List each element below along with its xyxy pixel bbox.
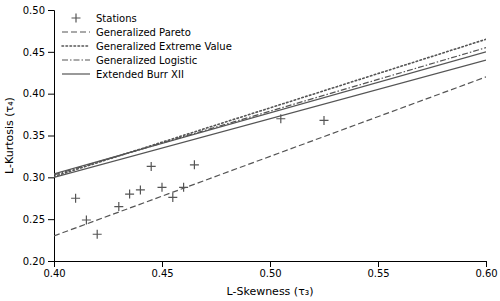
legend: Stations Generalized Pareto Generalized Ex… [62, 13, 232, 80]
y-axis-title: L-Kurtosis (τ₄) [3, 97, 16, 174]
legend-item: Stations [72, 13, 137, 24]
station-point [168, 193, 177, 202]
station-point [82, 216, 91, 225]
y-tick: 0.45 [23, 47, 54, 58]
x-tick: 0.60 [475, 261, 497, 279]
legend-item: Generalized Extreme Value [62, 41, 232, 52]
marks [54, 39, 486, 238]
legend-symbol [62, 59, 90, 60]
station-point [136, 185, 145, 194]
x-tick-mark [162, 261, 163, 267]
x-tick-label: 0.50 [259, 268, 281, 279]
y-tick: 0.40 [23, 88, 54, 99]
legend-label: Generalized Logistic [96, 55, 197, 66]
station-point [158, 183, 167, 192]
y-tick: 0.20 [23, 256, 54, 267]
y-tick-label: 0.20 [23, 256, 45, 267]
y-tick-mark [48, 177, 54, 178]
legend-label: Generalized Pareto [96, 27, 191, 38]
x-tick-label: 0.40 [43, 268, 65, 279]
legend-item: Extended Burr XII [62, 69, 184, 80]
y-tick-label: 0.30 [23, 172, 45, 183]
legend-symbol [72, 14, 81, 23]
legend-symbol [62, 45, 90, 47]
x-axis-title: L-Skewness (τ₃) [227, 285, 314, 298]
y-tick-label: 0.40 [23, 88, 45, 99]
x-tick-label: 0.55 [367, 268, 389, 279]
x-tick-mark [378, 261, 379, 267]
y-tick: 0.35 [23, 130, 54, 141]
x-tick: 0.50 [259, 261, 281, 279]
station-point [276, 114, 285, 123]
x-tick: 0.40 [43, 261, 65, 279]
y-tick-label: 0.35 [23, 130, 45, 141]
x-tick: 0.45 [151, 261, 173, 279]
x-tick: 0.55 [367, 261, 389, 279]
y-axis: 0.20 0.25 0.30 0.35 0.40 0.45 0.50 [23, 5, 55, 267]
station-point [190, 160, 199, 169]
legend-label: Stations [96, 13, 137, 24]
legend-symbol [62, 31, 90, 32]
legend-label: Extended Burr XII [96, 69, 184, 80]
series-line [54, 48, 486, 175]
legend-item: Generalized Pareto [62, 27, 191, 38]
legend-item: Generalized Logistic [62, 55, 197, 66]
station-point [71, 194, 80, 203]
x-axis: 0.40 0.45 0.50 0.55 0.60 [43, 261, 497, 279]
y-tick-label: 0.50 [23, 5, 45, 16]
station-point [179, 183, 188, 192]
plot: 0.40 0.45 0.50 0.55 0.60 0.20 0.25 0.30 0.35 0.40… [23, 5, 498, 279]
x-tick-label: 0.45 [151, 268, 173, 279]
series-line [54, 39, 486, 176]
y-tick-mark [48, 52, 54, 53]
legend-symbol [62, 73, 90, 74]
y-tick: 0.30 [23, 172, 54, 183]
chart: 0.40 0.45 0.50 0.55 0.60 0.20 0.25 0.30 0.35 0.40… [0, 0, 500, 301]
y-tick-mark [48, 94, 54, 95]
station-point [114, 202, 123, 211]
x-tick-label: 0.60 [475, 268, 497, 279]
x-tick-mark [270, 261, 271, 267]
x-tick-mark [486, 261, 487, 267]
series-line [54, 60, 486, 177]
series-line [54, 52, 486, 174]
station-point [147, 162, 156, 171]
y-axis-line [48, 11, 55, 262]
y-tick-mark [48, 10, 54, 11]
station-point [125, 190, 134, 199]
y-tick: 0.25 [23, 214, 54, 225]
y-tick-mark [48, 261, 54, 262]
y-tick-mark [48, 219, 54, 220]
y-tick-mark [48, 136, 54, 137]
x-axis-line [55, 262, 487, 268]
y-tick: 0.50 [23, 5, 54, 16]
station-point [93, 230, 102, 239]
station-point [320, 116, 329, 125]
legend-label: Generalized Extreme Value [96, 41, 232, 52]
y-tick-label: 0.45 [23, 47, 45, 58]
y-tick-label: 0.25 [23, 214, 45, 225]
